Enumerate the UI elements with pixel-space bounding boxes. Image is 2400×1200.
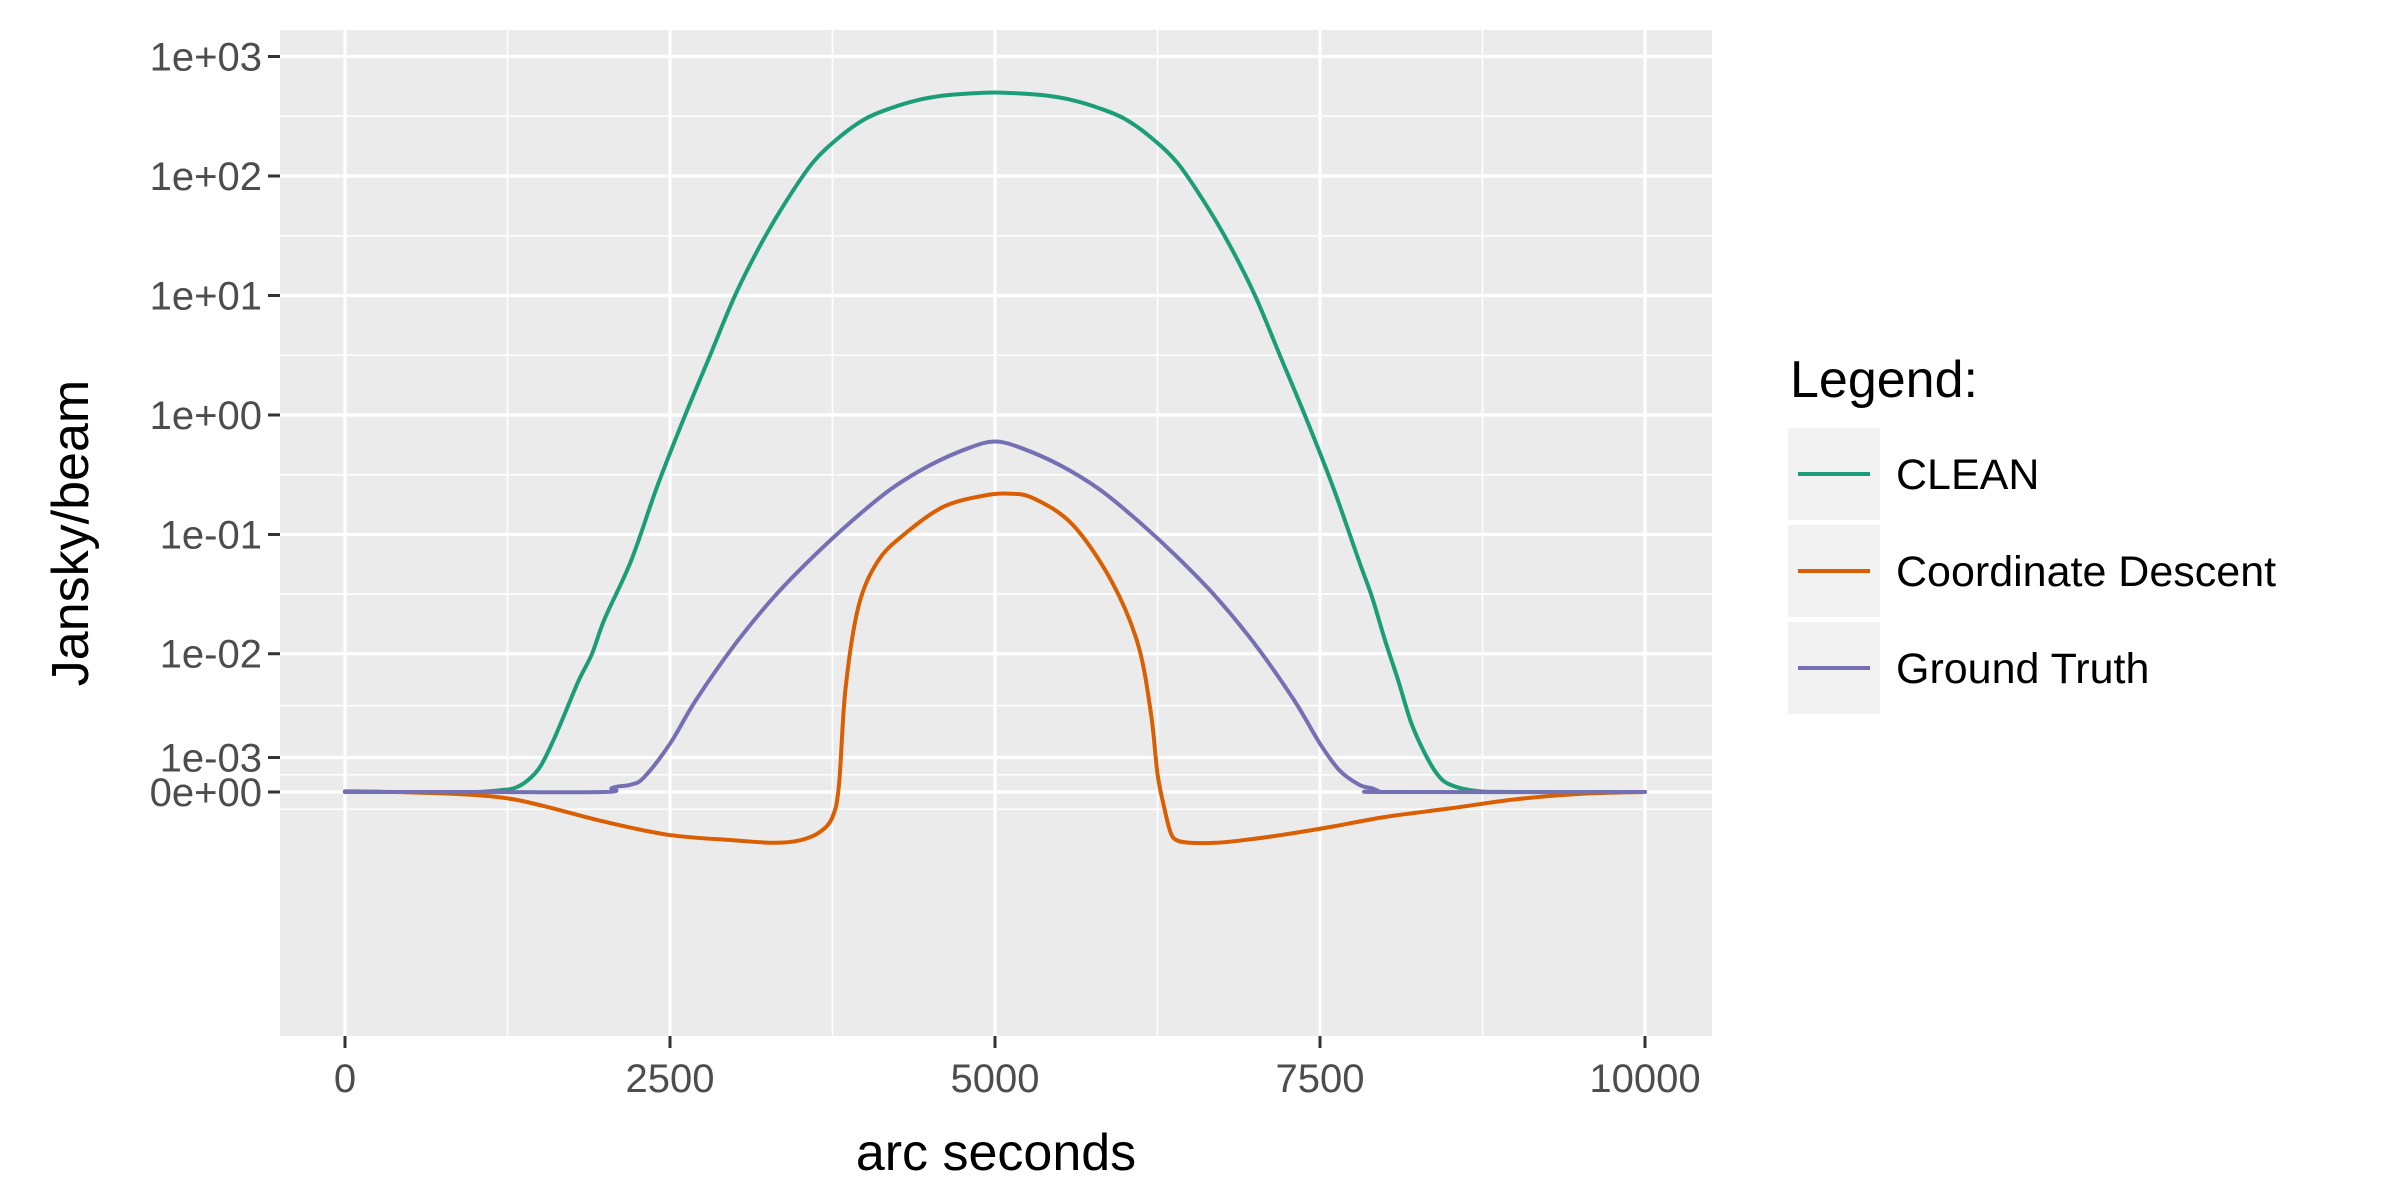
y-tick-label: 1e+00 bbox=[150, 394, 262, 438]
x-tick-label: 0 bbox=[334, 1057, 356, 1101]
x-tick-label: 10000 bbox=[1589, 1057, 1700, 1101]
y-tick-label: 1e-01 bbox=[160, 513, 262, 557]
x-tick-label: 7500 bbox=[1276, 1057, 1365, 1101]
y-tick-label: 1e-02 bbox=[160, 633, 262, 677]
y-tick-label: 1e+02 bbox=[150, 155, 262, 199]
legend: Legend: CLEAN Coordinate Descent Ground Tr… bbox=[1788, 351, 2276, 714]
legend-title: Legend: bbox=[1790, 351, 1978, 409]
legend-entry-ground-truth: Ground Truth bbox=[1788, 622, 2149, 714]
legend-entry-coordinate-descent: Coordinate Descent bbox=[1788, 525, 2276, 617]
legend-entries: CLEAN Coordinate Descent Ground Truth bbox=[1788, 428, 2276, 714]
series-line-ground-truth bbox=[343, 439, 1647, 795]
y-axis-title: Jansky/beam bbox=[42, 380, 100, 686]
x-tick-label: 5000 bbox=[951, 1057, 1040, 1101]
legend-entry-clean: CLEAN bbox=[1788, 428, 2039, 520]
series-line-clean bbox=[343, 90, 1647, 795]
x-tick-label: 2500 bbox=[626, 1057, 715, 1101]
grid-major bbox=[280, 30, 1712, 1036]
series-line-coordinate-descent bbox=[343, 491, 1647, 846]
y-tick-label: 0e+00 bbox=[150, 771, 262, 815]
y-tick-label: 1e+01 bbox=[150, 274, 262, 318]
series-layer bbox=[343, 90, 1647, 846]
legend-label: Ground Truth bbox=[1896, 645, 2149, 693]
y-tick-label: 1e-03 bbox=[160, 737, 262, 781]
x-axis-title: arc seconds bbox=[856, 1124, 1136, 1182]
legend-label: Coordinate Descent bbox=[1896, 548, 2276, 596]
legend-label: CLEAN bbox=[1896, 451, 2039, 499]
x-axis: 0 2500 5000 7500 10000 bbox=[334, 1036, 1701, 1101]
y-tick-label: 1e+03 bbox=[150, 35, 262, 79]
